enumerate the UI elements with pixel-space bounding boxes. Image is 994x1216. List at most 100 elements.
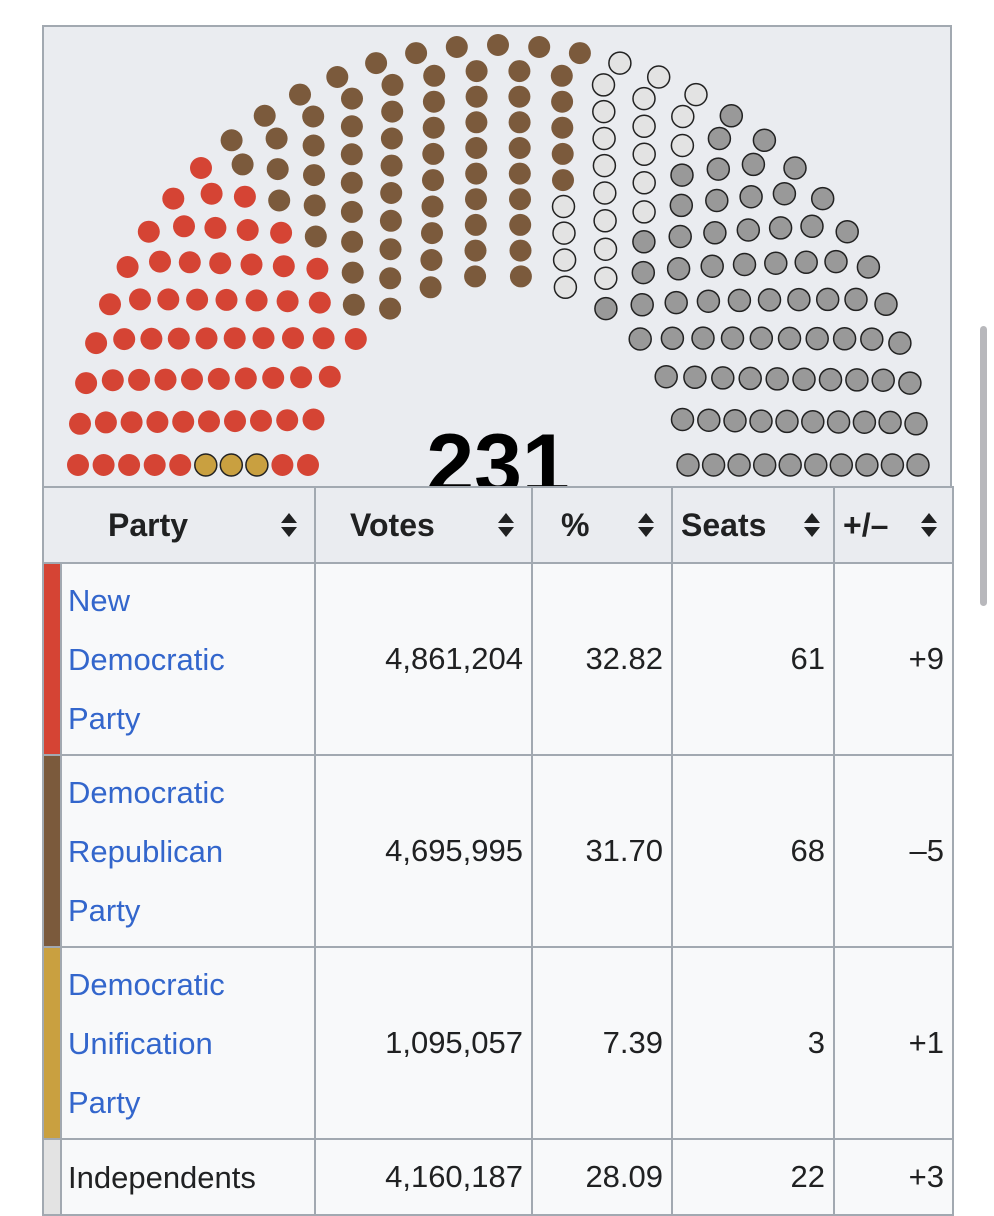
seat-drp [421, 222, 443, 245]
seat-drp [422, 116, 445, 139]
seat-ndp [146, 411, 169, 433]
seat-drp [380, 127, 403, 150]
seat-drp [568, 42, 591, 65]
seat-independents [632, 86, 656, 111]
seat-vacant [772, 181, 797, 206]
scrollbar[interactable] [980, 326, 987, 606]
seat-vacant [845, 368, 869, 392]
seat-vacant [752, 128, 777, 153]
seat-independents [594, 266, 618, 291]
seat-drp [422, 142, 445, 165]
seat-drp [465, 85, 488, 108]
seat-vacant [664, 290, 688, 315]
seat-vacant [810, 186, 835, 211]
seat-independents [593, 181, 617, 205]
seat-ndp [118, 454, 141, 476]
party-link-dup[interactable]: Democratic Unification Party [68, 967, 225, 1120]
seat-vacant [777, 326, 802, 351]
header-votes-label: Votes [350, 506, 435, 543]
header-percent[interactable]: % [531, 486, 674, 564]
sort-icon[interactable] [637, 512, 655, 538]
sort-icon[interactable] [497, 512, 515, 538]
seat-ndp [262, 366, 285, 389]
party-name-line: Unification [68, 1025, 213, 1061]
seat-drp [552, 169, 574, 192]
seat-vacant [670, 407, 695, 432]
seat-ndp [290, 366, 313, 389]
seat-ndp [306, 257, 329, 280]
seat-vacant [765, 367, 789, 391]
party-name-line: Party [68, 1084, 141, 1120]
seat-drp [302, 134, 325, 157]
seat-drp [551, 90, 574, 113]
votes-cell: 4,160,187 [314, 1138, 534, 1216]
seat-vacant [739, 184, 763, 209]
seat-ndp [181, 368, 203, 391]
seat-ndp [162, 187, 185, 210]
seat-ndp [173, 215, 195, 238]
seat-drp [419, 276, 442, 299]
seat-drp [326, 66, 349, 88]
seat-independents [592, 99, 616, 124]
seat-vacant [752, 453, 777, 477]
seat-ndp [120, 411, 143, 434]
seat-independents [552, 221, 576, 245]
seat-drp [380, 182, 403, 204]
seat-drp [303, 164, 325, 187]
parliament-chart: 231 [42, 25, 952, 513]
seat-drp [422, 169, 444, 192]
seat-drp [381, 100, 404, 123]
change-cell: +3 [833, 1138, 955, 1216]
seat-ndp [149, 250, 171, 273]
seat-ndp [282, 327, 304, 350]
seat-vacant [844, 287, 868, 312]
seat-vacant [705, 188, 729, 213]
header-change-label: +/– [843, 506, 889, 543]
seat-vacant [749, 409, 773, 433]
seat-ndp [270, 221, 293, 244]
seat-vacant [768, 216, 793, 240]
seat-vacant [594, 296, 618, 321]
header-seats[interactable]: Seats [671, 486, 836, 564]
header-party[interactable]: Party [41, 486, 317, 564]
seat-vacant [666, 257, 691, 281]
seat-vacant [711, 366, 735, 390]
seat-drp [465, 111, 488, 134]
header-change[interactable]: +/– [833, 486, 955, 564]
seat-drp [340, 200, 363, 223]
sort-icon[interactable] [803, 512, 821, 538]
seat-ndp [223, 327, 246, 350]
parliament-seat-diagram [67, 34, 930, 477]
seat-ndp [157, 288, 180, 311]
seat-drp [508, 111, 531, 134]
seat-vacant [719, 104, 744, 128]
seat-vacant [800, 214, 824, 239]
seat-vacant [775, 409, 799, 434]
seat-vacant [878, 410, 902, 435]
seat-vacant [630, 293, 654, 317]
sort-icon[interactable] [920, 512, 938, 538]
seat-drp [303, 194, 326, 217]
seats-cell: 68 [671, 754, 836, 948]
sort-icon[interactable] [280, 512, 298, 538]
seat-ndp [195, 327, 218, 350]
seat-drp [341, 87, 363, 110]
seat-vacant [706, 157, 731, 181]
seat-vacant [631, 260, 656, 285]
header-seats-label: Seats [681, 506, 767, 543]
party-color-swatch [42, 946, 62, 1140]
party-link-ndp[interactable]: New Democratic Party [68, 583, 225, 736]
seat-vacant [741, 152, 766, 177]
table-row-independents: Independents 4,160,187 28.09 22 +3 [42, 1138, 955, 1216]
party-link-drp[interactable]: Democratic Republican Party [68, 775, 225, 928]
seat-independents [608, 51, 632, 75]
seat-vacant [701, 453, 726, 477]
seats-cell: 3 [671, 946, 836, 1140]
header-votes[interactable]: Votes [314, 486, 534, 564]
seat-drp [465, 188, 487, 211]
seat-drp [342, 293, 365, 316]
seat-dup [194, 453, 218, 477]
seat-drp [365, 52, 388, 75]
seat-independents [632, 114, 656, 139]
seat-vacant [906, 453, 930, 477]
